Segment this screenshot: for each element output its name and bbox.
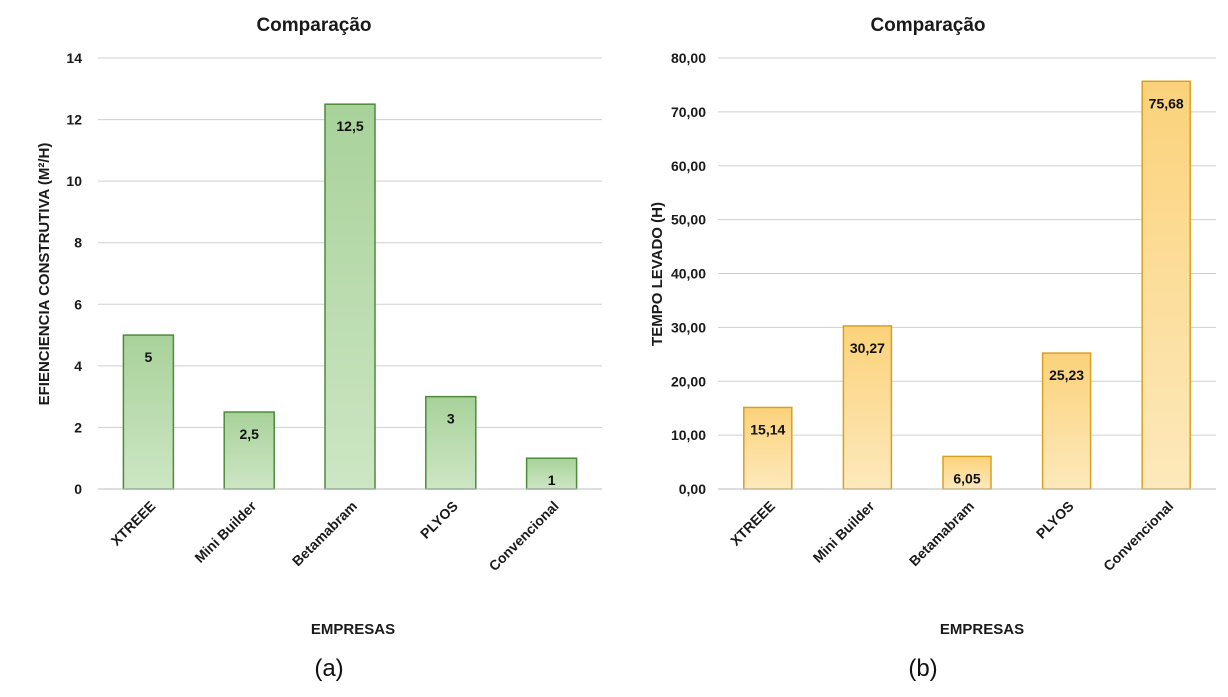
chart-a-y-tick-label: 6: [74, 296, 82, 312]
chart-a-bar: [324, 103, 376, 490]
chart-a-category-label: XTREEE: [108, 498, 159, 549]
chart-a-data-label: 5: [145, 349, 153, 365]
chart-a-data-label: 12,5: [336, 118, 363, 134]
chart-b-y-axis-title: TEMPO LEVADO (H): [649, 202, 666, 346]
chart-a-bar: [525, 457, 578, 490]
chart-a-panel-label: (a): [314, 655, 343, 682]
chart-a-y-tick-label: 0: [74, 481, 82, 497]
chart-b-y-tick-label: 10,00: [671, 427, 706, 443]
chart-b-y-tick-label: 80,00: [671, 50, 706, 66]
chart-b-y-tick-label: 60,00: [671, 158, 706, 174]
chart-b-title: Comparação: [870, 15, 985, 36]
chart-b-y-tick-label: 50,00: [671, 212, 706, 228]
chart-b-y-tick-label: 40,00: [671, 266, 706, 282]
chart-b-data-label: 15,14: [750, 421, 785, 437]
chart-b-x-axis-title: EMPRESAS: [940, 621, 1024, 638]
chart-b-bar: [1141, 80, 1191, 490]
chart-a: Comparação EFIENCIENCIA CONSTRUTIVA (M²/…: [36, 15, 602, 682]
chart-a-y-tick-label: 10: [66, 173, 82, 189]
chart-b-category-label: Betamabram: [906, 498, 977, 569]
chart-a-title: Comparação: [256, 15, 371, 36]
chart-a-y-tick-label: 8: [74, 235, 82, 251]
chart-a-x-axis-title: EMPRESAS: [311, 621, 395, 638]
chart-b-category-label: XTREEE: [727, 498, 778, 549]
chart-b-bar: [1041, 352, 1092, 490]
chart-a-plot-area: 0 2 4 6 8 10 12 14 5 XTREEE 2,5 Mini Builder 12,5 Bet…: [66, 50, 602, 574]
chart-a-y-tick-label: 14: [66, 50, 82, 66]
chart-b-data-label: 6,05: [953, 470, 980, 486]
chart-b-plot-area: 0,00 10,00 20,00 30,00 40,00 50,00 60,00 70,00 8…: [671, 50, 1216, 574]
chart-b-category-label: PLYOS: [1033, 498, 1077, 542]
chart-b-data-label: 25,23: [1049, 367, 1084, 383]
chart-b-bar: [942, 455, 992, 490]
chart-b: Comparação TEMPO LEVADO (H) EMPRESAS (b)…: [649, 15, 1216, 682]
chart-b-bar: [743, 406, 793, 490]
chart-a-category-label: Mini Builder: [191, 497, 259, 565]
chart-a-data-label: 2,5: [239, 426, 259, 442]
chart-a-y-tick-label: 2: [74, 419, 82, 435]
chart-b-data-label: 75,68: [1149, 95, 1184, 111]
chart-a-bar: [223, 411, 275, 490]
chart-b-data-label: 30,27: [850, 340, 885, 356]
chart-b-bar: [842, 325, 893, 490]
chart-a-category-label: PLYOS: [417, 498, 461, 542]
chart-b-category-label: Mini Builder: [810, 497, 878, 565]
chart-a-data-label: 3: [447, 411, 455, 427]
chart-a-data-label: 1: [548, 472, 556, 488]
chart-b-y-tick-label: 70,00: [671, 104, 706, 120]
chart-a-category-label: Betamabram: [289, 498, 360, 569]
chart-b-y-tick-label: 0,00: [679, 481, 706, 497]
chart-a-y-tick-label: 12: [66, 112, 82, 128]
chart-a-bar: [122, 334, 175, 490]
chart-a-y-axis-title: EFIENCIENCIA CONSTRUTIVA (M²/H): [36, 143, 53, 406]
chart-a-category-label: Convencional: [485, 498, 561, 574]
chart-b-y-tick-label: 20,00: [671, 373, 706, 389]
chart-b-panel-label: (b): [908, 655, 937, 682]
chart-b-y-tick-label: 30,00: [671, 319, 706, 335]
chart-a-y-tick-label: 4: [74, 358, 82, 374]
chart-b-category-label: Convencional: [1100, 498, 1176, 574]
